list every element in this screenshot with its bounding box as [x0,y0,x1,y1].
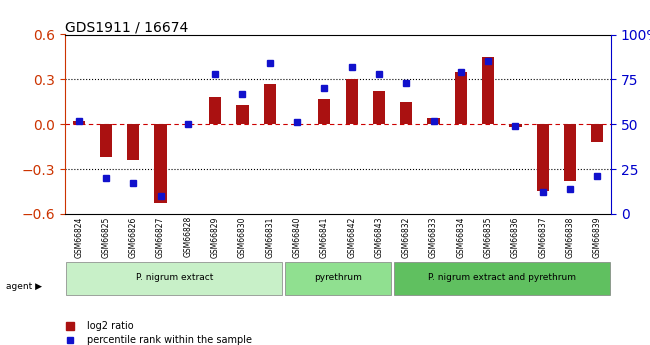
Bar [428,118,439,124]
Text: P. nigrum extract: P. nigrum extract [135,273,213,282]
Text: GSM66843: GSM66843 [374,216,384,258]
Bar [209,97,221,124]
Text: GSM66839: GSM66839 [593,216,602,258]
Text: agent ▶: agent ▶ [6,282,42,291]
Text: GSM66827: GSM66827 [156,216,165,257]
Bar [318,99,330,124]
Bar [73,121,84,124]
Text: pyrethrum: pyrethrum [314,273,362,282]
Bar [155,124,166,204]
Bar [482,57,494,124]
Text: GSM66842: GSM66842 [347,216,356,257]
Text: GSM66833: GSM66833 [429,216,438,258]
Bar [510,124,521,127]
Bar [100,124,112,157]
FancyBboxPatch shape [285,262,391,295]
Text: GSM66831: GSM66831 [265,216,274,257]
Bar [455,72,467,124]
Text: GSM66824: GSM66824 [74,216,83,257]
Text: GSM66825: GSM66825 [101,216,111,257]
Text: GSM66841: GSM66841 [320,216,329,257]
Text: GSM66834: GSM66834 [456,216,465,258]
Text: P. nigrum extract and pyrethrum: P. nigrum extract and pyrethrum [428,273,576,282]
Text: GDS1911 / 16674: GDS1911 / 16674 [65,20,188,34]
Bar [400,102,412,124]
Bar [564,124,576,181]
Text: GSM66830: GSM66830 [238,216,247,258]
Text: percentile rank within the sample: percentile rank within the sample [87,335,252,345]
Text: GSM66836: GSM66836 [511,216,520,258]
Text: GSM66837: GSM66837 [538,216,547,258]
Bar [346,79,358,124]
FancyBboxPatch shape [66,262,282,295]
Bar [373,91,385,124]
Text: GSM66838: GSM66838 [566,216,575,257]
Text: GSM66840: GSM66840 [292,216,302,258]
Text: GSM66828: GSM66828 [183,216,192,257]
Text: GSM66832: GSM66832 [402,216,411,257]
Text: GSM66826: GSM66826 [129,216,138,257]
Bar [237,105,248,124]
FancyBboxPatch shape [394,262,610,295]
Bar [264,84,276,124]
Bar [592,124,603,142]
Text: log2 ratio: log2 ratio [87,321,133,331]
Text: GSM66835: GSM66835 [484,216,493,258]
Bar [537,124,549,191]
Text: GSM66829: GSM66829 [211,216,220,257]
Bar [127,124,139,160]
